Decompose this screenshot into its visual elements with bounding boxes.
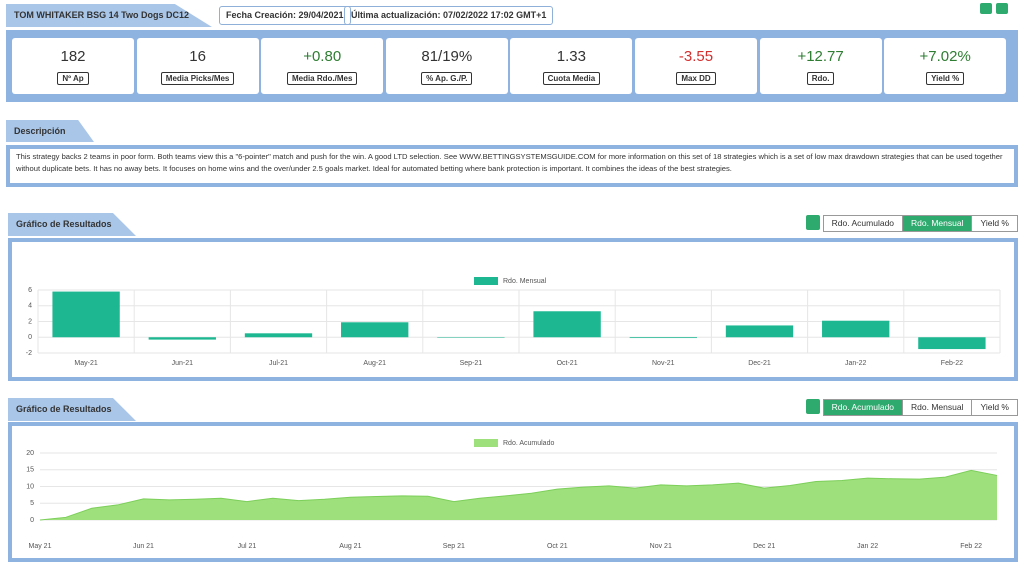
description-tab: Descripción: [6, 120, 94, 142]
stat-card: +7.02% Yield %: [884, 38, 1007, 94]
stat-card: -3.55 Max DD: [635, 38, 757, 94]
chart-panel: [8, 238, 1018, 381]
toggle-button[interactable]: Rdo. Acumulado: [823, 400, 903, 415]
stat-label: Yield %: [926, 72, 965, 85]
strategy-title: TOM WHITAKER BSG 14 Two Dogs DC12: [6, 4, 212, 27]
x-tick-label: Dec 21: [753, 543, 775, 550]
stat-card: +12.77 Rdo.: [759, 38, 882, 94]
legend-swatch: [474, 277, 498, 285]
x-tick-label: Sep-21: [460, 360, 483, 367]
x-tick-label: Aug 21: [339, 543, 361, 550]
y-tick-label: -2: [26, 350, 32, 357]
stat-value: +0.80: [303, 48, 342, 65]
y-tick-label: 0: [30, 517, 34, 524]
x-tick-label: May 21: [29, 543, 52, 550]
bar: [244, 333, 313, 338]
area-line: [39, 469, 998, 521]
y-tick-label: 20: [26, 450, 34, 457]
mail-icon[interactable]: [996, 3, 1008, 14]
stat-card: 16 Media Picks/Mes: [136, 38, 259, 94]
stat-label: Cuota Media: [542, 72, 601, 85]
stat-card: +0.80 Media Rdo./Mes: [261, 38, 384, 94]
legend-label: Rdo. Mensual: [503, 278, 547, 285]
bar: [822, 320, 890, 338]
legend-swatch: [474, 439, 498, 447]
x-tick-label: Jun 21: [133, 543, 154, 550]
stat-value: -3.55: [678, 48, 714, 65]
stat-card: 1.33 Cuota Media: [510, 38, 633, 94]
x-tick-label: Oct-21: [557, 360, 578, 367]
y-tick-label: 10: [26, 483, 34, 490]
y-tick-label: 15: [26, 467, 34, 474]
toggle-button[interactable]: Rdo. Mensual: [902, 216, 972, 231]
stat-label: % Ap. G./P.: [421, 72, 473, 85]
chart-area: [12, 242, 1014, 377]
panel-tab: Gráfico de Resultados: [8, 398, 136, 421]
stat-label: Rdo.: [806, 72, 835, 85]
x-tick-label: Dec-21: [748, 360, 771, 367]
stat-value: 16: [189, 48, 206, 65]
toggle-button[interactable]: Yield %: [971, 400, 1017, 415]
x-tick-label: Jul-21: [269, 360, 288, 367]
updated-date: Última actualización: 07/02/2022 17:02 G…: [344, 6, 554, 25]
stat-label: Nº Ap: [57, 72, 89, 85]
download-icon[interactable]: [980, 3, 992, 14]
toggle-button[interactable]: Yield %: [971, 216, 1017, 231]
description-box: This strategy backs 2 teams in poor form…: [6, 145, 1018, 187]
y-tick-label: 6: [28, 287, 32, 294]
x-tick-label: Nov-21: [652, 360, 675, 367]
toggle-button[interactable]: Rdo. Mensual: [902, 400, 971, 415]
bar: [437, 337, 505, 338]
download-button[interactable]: [806, 399, 820, 414]
stat-label: Media Rdo./Mes: [286, 72, 358, 85]
y-tick-label: 2: [28, 318, 32, 325]
bar: [629, 337, 697, 339]
y-tick-label: 4: [28, 303, 32, 310]
x-tick-label: Nov 21: [650, 543, 672, 550]
bar: [918, 337, 986, 350]
x-tick-label: Jun-21: [172, 360, 194, 367]
x-tick-label: Feb 22: [960, 543, 982, 550]
view-toggle: Rdo. Acumulado Rdo. Mensual Yield %: [822, 215, 1018, 232]
bar: [341, 322, 409, 338]
x-tick-label: Feb-22: [941, 360, 963, 367]
stat-card: 81/19% % Ap. G./P.: [385, 38, 508, 94]
stat-label: Max DD: [676, 72, 716, 85]
panel-tab: Gráfico de Resultados: [8, 213, 136, 236]
bar: [533, 311, 601, 338]
stat-card: 182 Nº Ap: [12, 38, 134, 94]
bar: [52, 291, 120, 338]
bar: [148, 337, 216, 340]
x-tick-label: Jul 21: [238, 543, 257, 550]
x-tick-label: Sep 21: [443, 543, 465, 550]
toggle-button[interactable]: Rdo. Acumulado: [831, 218, 895, 228]
x-tick-label: Oct 21: [547, 543, 568, 550]
bar: [725, 325, 794, 338]
x-tick-label: May-21: [74, 360, 97, 367]
y-tick-label: 5: [30, 500, 34, 507]
stats-panel: 182 Nº Ap 16 Media Picks/Mes +0.80 Media Rdo.…: [6, 30, 1018, 102]
chart-panel: [8, 422, 1018, 562]
download-button[interactable]: [806, 215, 820, 230]
stat-value: +12.77: [797, 48, 844, 65]
description-text: This strategy backs 2 teams in poor form…: [10, 149, 1014, 183]
stat-value: 81/19%: [421, 48, 473, 65]
created-date: Fecha Creación: 29/04/2021: [219, 6, 351, 25]
stat-value: 182: [60, 48, 86, 65]
legend-label: Rdo. Acumulado: [503, 440, 554, 447]
x-tick-label: Jan-22: [845, 360, 867, 367]
area-fill: [40, 470, 997, 520]
stat-label: Media Picks/Mes: [160, 72, 235, 85]
stat-value: +7.02%: [919, 48, 971, 65]
x-tick-label: Aug-21: [363, 360, 386, 367]
y-tick-label: 0: [28, 334, 32, 341]
stat-value: 1.33: [556, 48, 586, 65]
view-toggle: Rdo. Acumulado Rdo. Mensual Yield %: [822, 399, 1018, 416]
x-tick-label: Jan 22: [857, 543, 878, 550]
